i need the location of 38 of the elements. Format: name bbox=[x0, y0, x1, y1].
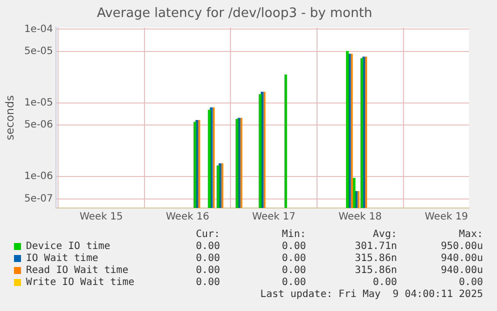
legend-label: Device IO time bbox=[26, 241, 110, 252]
x-tick-label: Week 16 bbox=[166, 212, 210, 223]
text: Avg: bbox=[372, 229, 397, 240]
chart-title: Average latency for /dev/loop3 - by month bbox=[96, 6, 372, 22]
text: 0.00 bbox=[194, 265, 220, 276]
text: 0.00 bbox=[196, 277, 220, 288]
text: Min: bbox=[282, 229, 306, 240]
text: 0.00 bbox=[372, 277, 397, 288]
y-tick-label: 1e-06 bbox=[24, 171, 54, 182]
x-tick-label: Week 15 bbox=[80, 212, 123, 223]
text: 0.00 bbox=[282, 241, 306, 252]
text: 940.00u bbox=[440, 253, 483, 264]
legend-label: Read IO Wait time bbox=[26, 265, 128, 276]
text: 950.00u bbox=[440, 241, 483, 252]
y-tick-label: 1e-05 bbox=[24, 97, 54, 108]
y-tick-label: 1e-04 bbox=[24, 24, 54, 35]
text: 0.00 bbox=[194, 253, 220, 264]
text: 315.86n bbox=[354, 265, 397, 276]
text: 0.00 bbox=[282, 253, 306, 264]
text: 940.00u bbox=[440, 265, 483, 276]
text: 0.00 bbox=[282, 265, 306, 276]
legend-label: IO Wait time bbox=[26, 253, 98, 264]
x-tick-label: Week 19 bbox=[424, 212, 468, 223]
y-axis-title: seconds bbox=[3, 95, 16, 140]
y-tick-label: 5e-07 bbox=[24, 193, 54, 204]
x-tick-label: Week 17 bbox=[252, 212, 296, 223]
text: Last update: Fri May 9 04:00:11 2025 bbox=[259, 289, 483, 300]
text: 0.00 bbox=[282, 277, 306, 288]
y-tick-label: 5e-05 bbox=[24, 46, 54, 57]
text: 0.00 bbox=[458, 277, 483, 288]
x-tick-label: Week 18 bbox=[338, 212, 382, 223]
legend-label: Write IO Wait time bbox=[26, 277, 134, 288]
text: 315.86n bbox=[354, 253, 397, 264]
text: Cur: bbox=[194, 229, 220, 240]
y-tick-label: 5e-06 bbox=[24, 120, 54, 131]
text: 0.00 bbox=[194, 241, 220, 252]
text: Max: bbox=[458, 229, 483, 240]
text: 301.71n bbox=[354, 241, 397, 252]
